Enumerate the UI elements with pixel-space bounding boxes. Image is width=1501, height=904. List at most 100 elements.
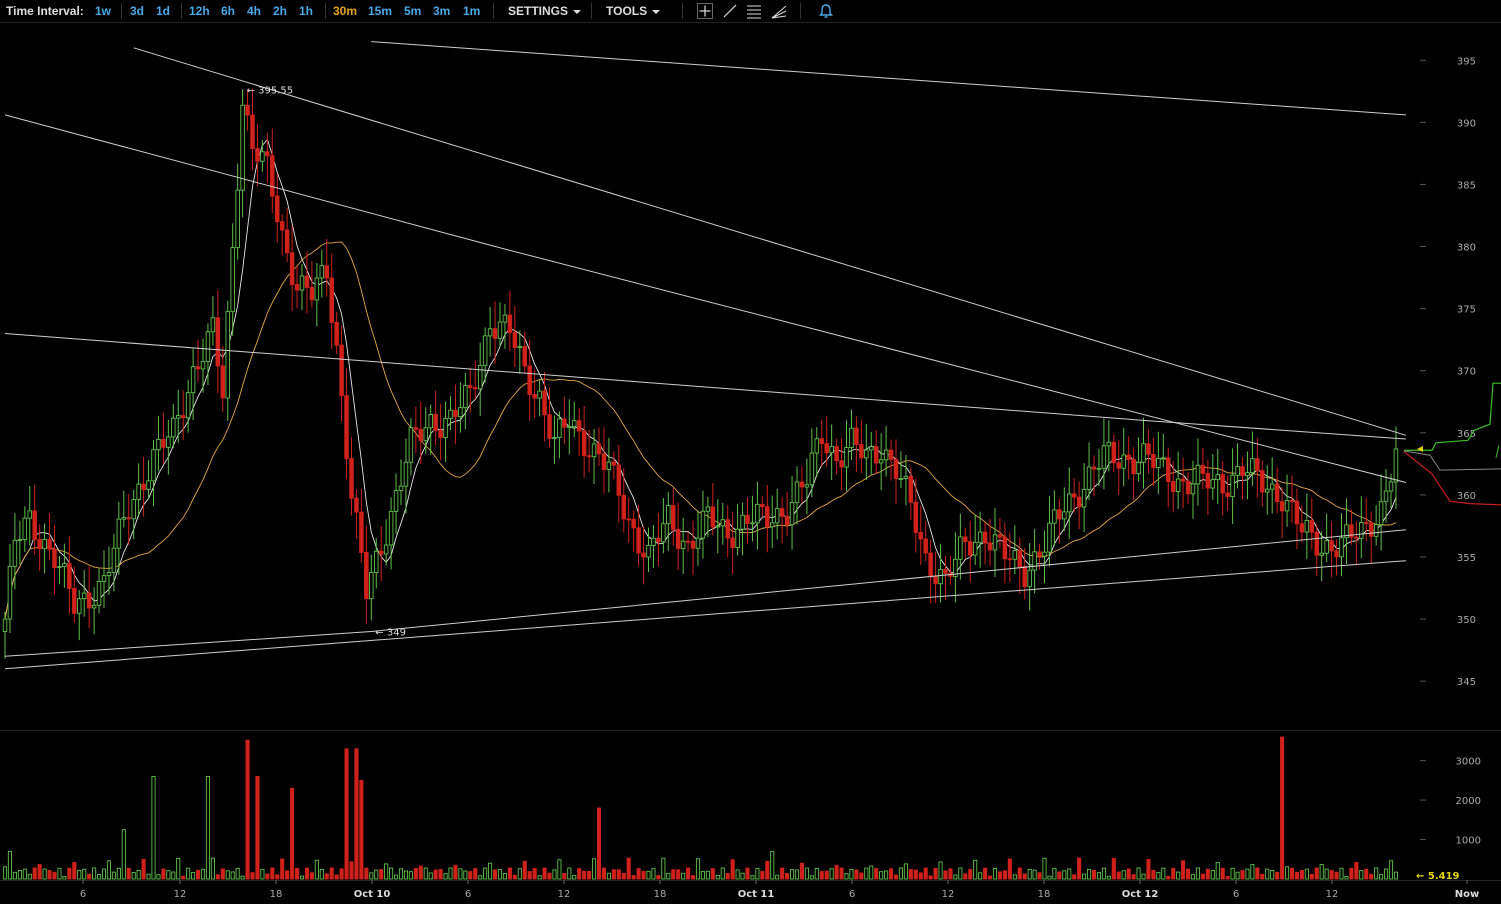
settings-menu[interactable]: SETTINGS bbox=[508, 3, 582, 19]
volume-bar bbox=[230, 871, 235, 880]
candle-body bbox=[324, 265, 330, 279]
tools-menu[interactable]: TOOLS bbox=[606, 3, 661, 19]
candle bbox=[250, 88, 255, 171]
volume-bar bbox=[874, 868, 879, 880]
interval-1w[interactable]: 1w bbox=[95, 4, 112, 18]
candle-body bbox=[240, 104, 245, 191]
last-volume-annotation: ← 5.419 bbox=[1416, 871, 1460, 882]
candle bbox=[512, 306, 518, 367]
price-chart[interactable]: 345 350 355 360 365 370 375 380 385 390 395 1000 200… bbox=[0, 23, 1501, 904]
candle-body bbox=[928, 552, 933, 578]
alert-bell-icon[interactable] bbox=[817, 2, 835, 20]
candle-body bbox=[294, 284, 300, 291]
volume-bar bbox=[265, 873, 270, 880]
volume-bar bbox=[839, 867, 844, 880]
candle-body bbox=[987, 542, 993, 551]
candle-body bbox=[784, 515, 790, 526]
volume-bar bbox=[1304, 868, 1309, 880]
candle bbox=[1101, 418, 1107, 490]
interval-6h[interactable]: 6h bbox=[221, 4, 236, 18]
volume-bar bbox=[408, 871, 413, 880]
trendlines bbox=[4, 41, 1407, 670]
candle-body bbox=[1240, 466, 1245, 477]
volume-bar bbox=[725, 872, 730, 880]
candle-body bbox=[22, 517, 28, 541]
candle bbox=[473, 360, 478, 400]
fib-lines-icon[interactable] bbox=[745, 2, 763, 20]
interval-2h[interactable]: 2h bbox=[273, 4, 288, 18]
candle bbox=[735, 503, 740, 556]
volume-bar bbox=[1190, 874, 1196, 880]
interval-15m[interactable]: 15m bbox=[368, 4, 393, 18]
volume-bar bbox=[834, 864, 839, 880]
candle bbox=[294, 265, 300, 309]
candle bbox=[873, 430, 879, 474]
interval-12h[interactable]: 12h bbox=[189, 4, 210, 18]
volume-bar bbox=[572, 874, 577, 880]
candle bbox=[968, 520, 973, 582]
candle bbox=[1359, 496, 1364, 559]
volume-bar bbox=[47, 870, 52, 880]
volume-bar bbox=[463, 870, 468, 880]
line-draw-icon[interactable] bbox=[721, 2, 739, 20]
candle-series bbox=[2, 88, 1399, 659]
candle-body bbox=[779, 508, 785, 517]
interval-3m[interactable]: 3m bbox=[433, 4, 451, 18]
volume-bar bbox=[1042, 857, 1047, 880]
volume-bar bbox=[96, 874, 102, 880]
candle bbox=[423, 407, 429, 454]
interval-4h[interactable]: 4h bbox=[247, 4, 262, 18]
candle bbox=[586, 429, 592, 473]
candle-body bbox=[1284, 500, 1290, 512]
volume-bar bbox=[443, 873, 448, 880]
depth-ask-line bbox=[1403, 451, 1501, 506]
volume-tick-label: 3000 bbox=[1456, 757, 1481, 768]
candle-body bbox=[517, 346, 523, 348]
candle-body bbox=[230, 247, 235, 313]
candle-body bbox=[774, 508, 780, 524]
candle bbox=[1017, 537, 1023, 594]
candle-body bbox=[695, 537, 701, 549]
candle-body bbox=[1111, 441, 1117, 464]
candle bbox=[1116, 440, 1121, 495]
time-tick-label: 12 bbox=[558, 889, 571, 900]
candle-body bbox=[81, 592, 87, 600]
fan-lines-icon[interactable] bbox=[770, 2, 788, 20]
volume-bar bbox=[240, 875, 245, 880]
interval-5m[interactable]: 5m bbox=[404, 4, 422, 18]
interval-30m[interactable]: 30m bbox=[333, 4, 358, 18]
interval-1d[interactable]: 1d bbox=[156, 4, 171, 18]
volume-bar bbox=[1284, 866, 1290, 880]
candle bbox=[1274, 467, 1280, 514]
candle bbox=[651, 525, 656, 568]
candle bbox=[567, 399, 572, 455]
candle bbox=[195, 339, 201, 382]
candle-body bbox=[755, 503, 760, 524]
volume-bar bbox=[656, 875, 661, 880]
candle bbox=[487, 307, 493, 357]
candle-body bbox=[329, 277, 334, 323]
candle bbox=[37, 524, 42, 571]
volume-bar bbox=[592, 858, 597, 880]
current-price-marker bbox=[1417, 446, 1423, 453]
candle bbox=[27, 486, 33, 546]
candle-body bbox=[1017, 550, 1023, 567]
candle-body bbox=[1373, 524, 1379, 537]
candle-body bbox=[349, 458, 354, 499]
candle-body bbox=[359, 511, 364, 553]
candle bbox=[57, 555, 62, 585]
candle bbox=[1175, 451, 1181, 509]
volume-bar bbox=[1141, 873, 1146, 880]
chevron-down-icon bbox=[573, 9, 582, 14]
candle bbox=[923, 521, 928, 562]
volume-bar bbox=[1032, 869, 1037, 880]
candle-body bbox=[369, 572, 374, 600]
interval-1m[interactable]: 1m bbox=[463, 4, 481, 18]
candle-body bbox=[641, 552, 646, 558]
time-tick-label: 12 bbox=[942, 889, 955, 900]
candle bbox=[205, 323, 211, 386]
interval-3d[interactable]: 3d bbox=[130, 4, 145, 18]
interval-1h[interactable]: 1h bbox=[299, 4, 314, 18]
crosshair-icon[interactable] bbox=[696, 2, 714, 20]
candle bbox=[116, 502, 122, 575]
